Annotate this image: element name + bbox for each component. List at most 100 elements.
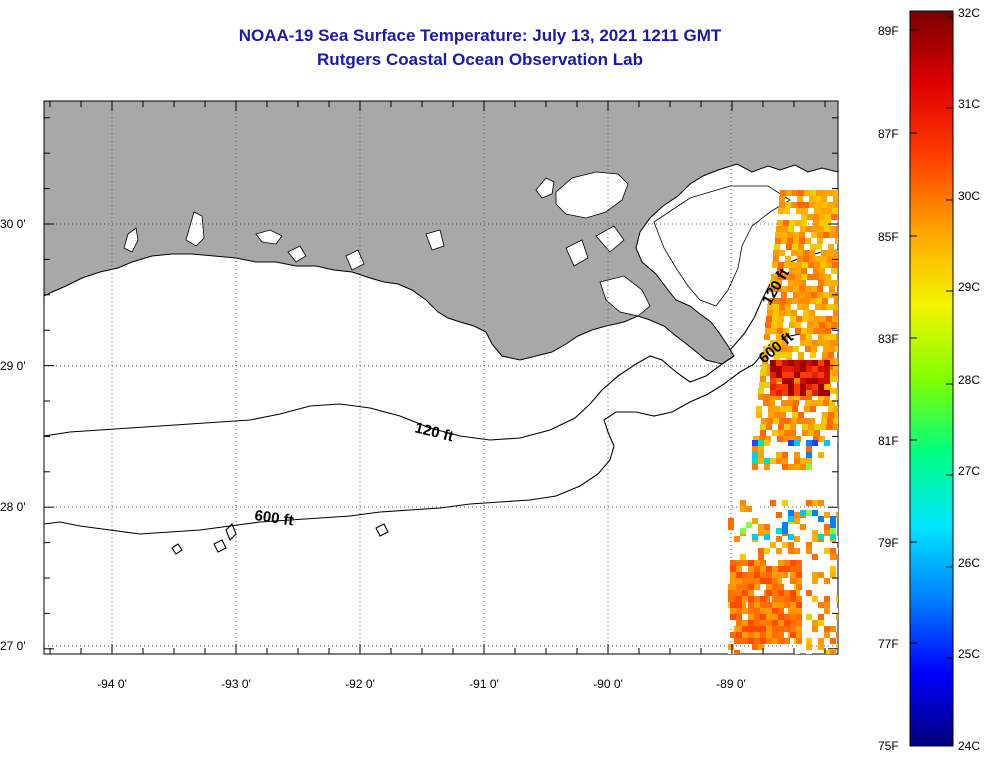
sst-cell	[794, 394, 800, 400]
sst-cell	[821, 196, 827, 202]
sst-cell	[796, 608, 802, 614]
sst-cell	[810, 406, 816, 412]
sst-cell	[760, 596, 766, 602]
sst-cell	[805, 346, 811, 352]
sst-cell	[812, 500, 818, 506]
sst-cell	[779, 418, 785, 424]
sst-cell	[730, 560, 736, 566]
sst-cell	[784, 430, 790, 436]
sst-cell	[818, 226, 824, 232]
sst-cell	[736, 614, 742, 620]
sst-cell	[790, 578, 796, 584]
sst-cell	[760, 626, 766, 632]
sst-cell	[781, 238, 787, 244]
sst-cell	[736, 620, 742, 626]
sst-cell	[766, 626, 772, 632]
sst-cell	[765, 436, 771, 442]
sst-cell	[748, 584, 754, 590]
sst-cell	[778, 614, 784, 620]
sst-cell	[742, 626, 748, 632]
sst-cell	[816, 190, 822, 196]
sst-cell	[824, 578, 830, 584]
sst-cell	[736, 578, 742, 584]
sst-cell	[773, 256, 779, 262]
sst-cell	[777, 322, 783, 328]
sst-cell	[766, 566, 772, 572]
sst-cell	[754, 638, 760, 644]
cb-c-27: 27C	[958, 464, 980, 478]
sst-cell	[779, 196, 785, 202]
sst-cell	[788, 372, 794, 378]
sst-cell	[824, 500, 830, 506]
sst-cell	[730, 632, 736, 638]
sst-cell	[812, 554, 818, 560]
sst-cell	[782, 522, 788, 528]
sst-cell	[812, 566, 818, 572]
sst-cell	[827, 256, 833, 262]
sst-cell	[826, 262, 832, 268]
sst-cell	[736, 584, 742, 590]
sst-cell	[811, 286, 817, 292]
sst-cell	[772, 620, 778, 626]
sst-cell	[778, 572, 784, 578]
sst-cell	[754, 620, 760, 626]
sst-cell	[806, 500, 812, 506]
sst-cell	[827, 304, 833, 310]
sst-cell	[812, 596, 818, 602]
sst-cell	[790, 608, 796, 614]
sst-cell	[781, 292, 787, 298]
sst-cell	[818, 500, 824, 506]
sst-cell	[782, 340, 788, 346]
sst-cell	[730, 602, 736, 608]
sst-cell	[742, 590, 748, 596]
sst-cell	[828, 412, 834, 418]
sst-cell	[763, 346, 769, 352]
sst-cell	[768, 406, 774, 412]
sst-cell	[793, 400, 799, 406]
sst-cell	[778, 602, 784, 608]
sst-cell	[806, 584, 812, 590]
sst-cell	[782, 378, 788, 384]
sst-cell	[778, 584, 784, 590]
sst-cell	[778, 376, 784, 382]
sst-cell	[806, 644, 812, 650]
sst-cell	[766, 602, 772, 608]
sst-cell	[768, 298, 774, 304]
map-subtitle: Rutgers Coastal Ocean Observation Lab	[317, 50, 643, 69]
sst-cell	[772, 578, 778, 584]
sst-cell	[815, 202, 821, 208]
sst-cell	[822, 190, 828, 196]
sst-cell	[819, 328, 825, 334]
sst-cell	[825, 274, 831, 280]
sst-cell	[807, 274, 813, 280]
sst-cell	[776, 536, 782, 542]
sst-cell	[800, 390, 806, 396]
sst-cell	[805, 400, 811, 406]
lat-label-29: 29 0'	[0, 359, 26, 373]
sst-cell	[818, 378, 824, 384]
sst-cell	[818, 360, 824, 366]
sst-cell	[788, 384, 794, 390]
sst-cell	[818, 534, 824, 540]
sst-cell	[794, 464, 800, 470]
contour-600ft-west	[44, 327, 838, 535]
sst-cell	[748, 596, 754, 602]
sst-cell	[786, 190, 792, 196]
sst-cell	[812, 340, 818, 346]
contour-island-2	[213, 539, 227, 553]
sst-cell	[809, 418, 815, 424]
sst-cell	[760, 376, 766, 382]
sst-cell	[812, 536, 818, 542]
sst-cell	[785, 202, 791, 208]
sst-cell	[791, 202, 797, 208]
sst-cell	[824, 560, 830, 566]
sst-cell	[827, 418, 833, 424]
sst-cell	[806, 440, 812, 446]
sst-cell	[830, 554, 836, 560]
sst-cell	[824, 366, 830, 372]
sst-cell	[779, 304, 785, 310]
lon-label-89: -89 0'	[716, 677, 746, 691]
cb-c-26: 26C	[958, 556, 980, 570]
sst-cell	[742, 572, 748, 578]
sst-cell	[817, 238, 823, 244]
